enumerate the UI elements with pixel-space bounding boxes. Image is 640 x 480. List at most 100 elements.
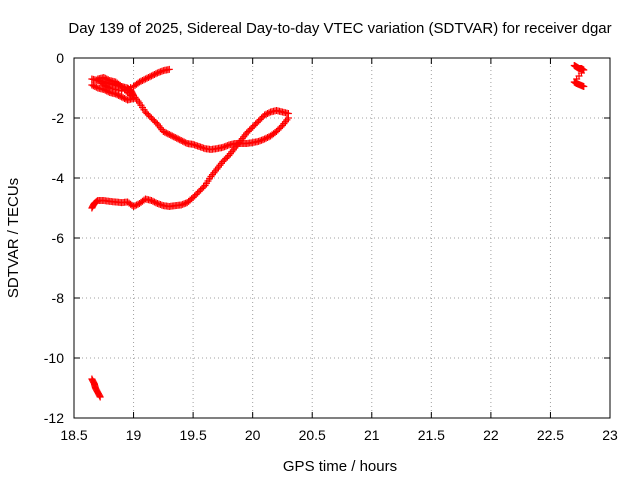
y-tick-label: -8 [52,290,65,306]
data-point [580,83,588,90]
data-point [141,75,149,83]
data-point [284,110,292,117]
data-point [147,197,155,204]
data-point [219,158,227,165]
data-point [138,77,146,84]
x-tick-label: 19 [126,427,142,443]
data-point [149,71,157,79]
data-point [265,109,273,117]
data-point [197,186,205,194]
data-point [124,85,132,93]
data-point [247,125,255,132]
data-point [189,194,197,201]
data-point [275,125,283,132]
x-tick-label: 19.5 [179,427,206,443]
data-point [243,129,251,137]
data-point [195,188,203,195]
data-point [89,82,97,90]
data-point [103,75,111,83]
x-tick-label: 21 [364,427,380,443]
data-point [192,191,200,198]
data-point [261,111,269,119]
data-point [244,128,252,135]
data-point [146,113,154,120]
series-sat-E [570,62,588,90]
data-point [109,85,117,93]
chart-title: Day 139 of 2025, Sidereal Day-to-day VTE… [68,20,611,37]
data-point [136,78,144,86]
data-point [223,153,231,161]
data-point [255,117,263,125]
data-point [130,95,138,102]
data-point [152,70,160,78]
data-point [133,201,141,209]
data-point [143,74,151,82]
x-tick-label: 18.5 [60,427,87,443]
data-point [103,83,111,90]
data-point [100,81,108,89]
data-point [200,183,208,191]
data-point [146,73,154,81]
data-point [165,131,173,138]
data-point [262,134,270,142]
y-tick-label: -6 [52,230,65,246]
data-point [162,129,170,137]
data-point [170,133,178,141]
data-point [147,114,155,122]
data-point [168,132,176,140]
data-point [198,185,206,192]
data-point [156,68,164,76]
data-point [137,77,145,85]
data-point [112,86,120,93]
data-point [119,94,127,102]
y-axis-label: SDTVAR / TECUs [5,178,22,298]
series-sat-C [88,65,173,104]
data-point [220,156,228,164]
series-sat-B [88,107,292,212]
series-sat-D [88,375,104,401]
data-point [144,74,152,81]
data-point [182,139,190,147]
data-point [141,108,149,116]
data-point [264,134,272,141]
data-point [250,122,258,129]
data-point [179,137,187,145]
data-point [96,393,104,401]
y-tick-label: -2 [52,110,65,126]
data-point [150,117,158,125]
data-point [272,128,280,135]
data-point [165,65,173,73]
data-point [277,123,285,131]
data-point [143,110,151,117]
data-point [104,76,112,84]
y-tick-label: 0 [56,50,64,66]
data-point [249,123,257,131]
data-point [125,90,133,98]
data-point [115,86,123,94]
axis-ticks [73,57,611,419]
x-tick-label: 23 [602,427,618,443]
data-point [127,92,135,99]
data-point [104,83,112,91]
data-point [164,130,172,138]
data-point [88,81,96,89]
x-tick-label: 20 [245,427,261,443]
data-point [116,92,124,100]
data-point [94,75,102,83]
data-point [171,134,179,141]
data-point [264,110,272,117]
data-point [95,77,103,84]
data-point [150,71,158,78]
data-point [147,72,155,80]
data-point [144,111,152,119]
data-point [174,135,182,143]
data-point [113,91,121,99]
data-point [130,203,138,210]
data-point [180,138,188,146]
data-point [128,93,136,101]
x-tick-label: 22 [483,427,499,443]
data-point [106,84,114,92]
data-point [118,87,126,95]
x-tick-label: 20.5 [299,427,326,443]
